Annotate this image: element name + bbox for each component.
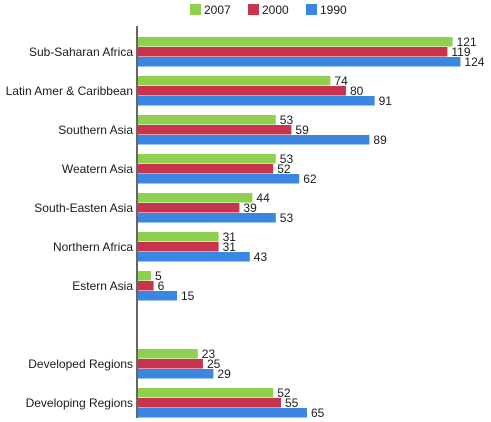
- data-label-2007: 31: [223, 230, 237, 244]
- category-label: Latin Amer & Caribbean: [6, 84, 133, 98]
- bar-2007: [138, 115, 276, 125]
- bar-2000: [138, 125, 292, 135]
- bar-2007: [138, 232, 219, 242]
- data-label-1990: 124: [464, 55, 484, 69]
- data-label-2000: 31: [223, 240, 237, 254]
- data-label-2007: 53: [280, 113, 294, 127]
- data-label-2007: 74: [334, 74, 348, 88]
- data-label-2000: 80: [350, 84, 364, 98]
- data-label-1990: 53: [280, 211, 294, 225]
- data-label-1990: 62: [303, 172, 317, 186]
- bar-2007: [138, 76, 331, 86]
- data-label-2000: 119: [451, 45, 470, 59]
- legend-swatch-2000: [248, 4, 259, 15]
- bar-2007: [138, 37, 453, 47]
- bar-2007: [138, 193, 253, 203]
- data-label-1990: 91: [379, 94, 393, 108]
- data-label-2007: 5: [155, 269, 162, 283]
- category-label: South-Easten Asia: [34, 201, 133, 215]
- category-label: Estern Asia: [72, 279, 133, 293]
- category-labels: Sub-Saharan Africa Latin Amer & Caribbean…: [6, 45, 134, 410]
- data-label-2000: 59: [295, 123, 309, 137]
- bar-2007: [138, 154, 276, 164]
- bar-2007: [138, 271, 151, 281]
- category-label: Developed Regions: [28, 357, 133, 371]
- bars: 1211191247480915359895352624439533131435…: [138, 35, 485, 420]
- bar-1990: [138, 291, 177, 301]
- bar-1990: [138, 135, 370, 145]
- bar-1990: [138, 96, 375, 106]
- bar-1990: [138, 252, 250, 262]
- bar-2000: [138, 281, 154, 291]
- bar-2000: [138, 47, 448, 57]
- data-label-2007: 44: [256, 191, 270, 205]
- data-label-2000: 52: [277, 162, 291, 176]
- legend-label-2007: 2007: [204, 3, 231, 17]
- data-label-2007: 52: [277, 386, 291, 400]
- category-label: Sub-Saharan Africa: [29, 45, 133, 59]
- data-label-1990: 29: [217, 367, 231, 381]
- bar-2007: [138, 349, 198, 359]
- data-label-2000: 25: [207, 357, 221, 371]
- data-label-2007: 121: [457, 35, 477, 49]
- legend: 2007 2000 1990: [190, 3, 347, 17]
- category-label: Northern Africa: [53, 240, 133, 254]
- data-label-2007: 23: [202, 347, 216, 361]
- data-label-2007: 53: [280, 152, 294, 166]
- legend-swatch-1990: [306, 4, 317, 15]
- bar-2007: [138, 388, 274, 398]
- bar-1990: [138, 174, 300, 184]
- bar-2000: [138, 398, 281, 408]
- bar-2000: [138, 242, 219, 252]
- legend-swatch-2007: [190, 4, 201, 15]
- bar-2000: [138, 164, 274, 174]
- data-label-2000: 6: [158, 279, 165, 293]
- data-label-1990: 15: [181, 289, 195, 303]
- bar-2000: [138, 86, 346, 96]
- bar-2000: [138, 203, 240, 213]
- bar-1990: [138, 57, 461, 67]
- bar-2000: [138, 359, 203, 369]
- bar-1990: [138, 369, 214, 379]
- data-label-1990: 65: [311, 406, 325, 420]
- category-label: Southern Asia: [58, 123, 133, 137]
- category-label: Weatern Asia: [62, 162, 133, 176]
- data-label-1990: 43: [254, 250, 268, 264]
- legend-label-1990: 1990: [320, 3, 347, 17]
- data-label-2000: 55: [285, 396, 299, 410]
- data-label-1990: 89: [373, 133, 387, 147]
- bar-1990: [138, 213, 276, 223]
- data-label-2000: 39: [243, 201, 257, 215]
- category-label: Developing Regions: [26, 396, 133, 410]
- legend-label-2000: 2000: [262, 3, 289, 17]
- bar-1990: [138, 408, 307, 418]
